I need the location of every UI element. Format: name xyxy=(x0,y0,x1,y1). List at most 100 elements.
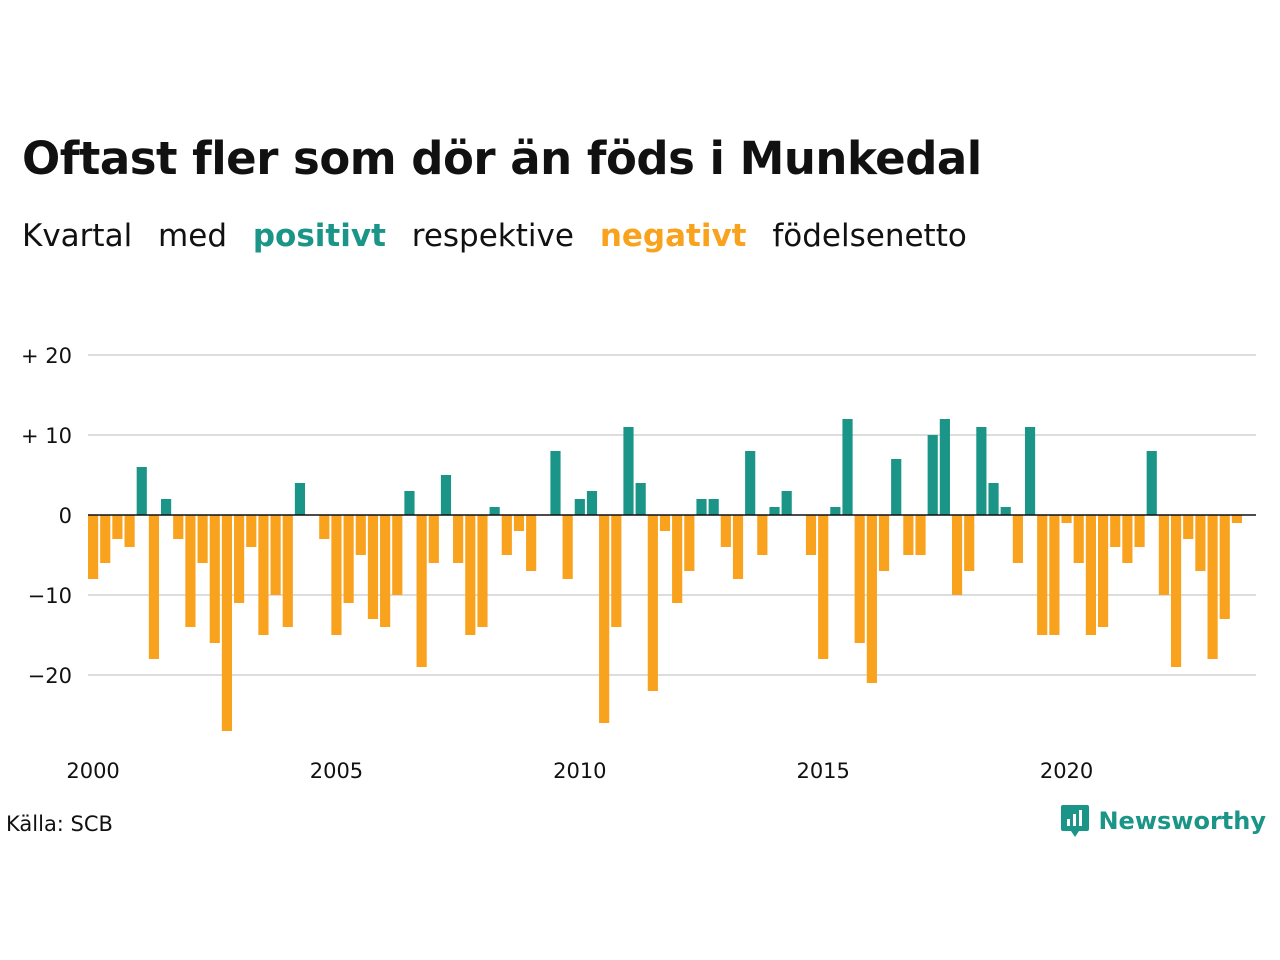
bar-positive xyxy=(440,475,452,515)
bar-negative xyxy=(684,515,695,571)
bar-negative xyxy=(1122,515,1133,563)
bar-positive xyxy=(708,499,719,515)
bar-negative xyxy=(88,515,99,579)
bar-negative xyxy=(964,515,975,571)
bar-negative xyxy=(282,515,293,627)
bar-negative xyxy=(599,515,610,723)
bar-positive xyxy=(927,435,938,515)
chart-subtitle: Kvartal med positivt respektive negativt… xyxy=(22,218,983,254)
bar-negative xyxy=(477,515,488,627)
bar-positive xyxy=(976,427,987,515)
bar-negative xyxy=(951,515,963,595)
bar-negative xyxy=(246,515,257,547)
bar-positive xyxy=(1000,507,1011,515)
bar-negative xyxy=(367,515,379,619)
bar-negative xyxy=(878,515,890,571)
bar-negative xyxy=(1097,515,1109,627)
bar-negative xyxy=(903,515,914,555)
bar-negative xyxy=(1037,515,1048,635)
bar-negative xyxy=(112,515,123,539)
bar-negative xyxy=(659,515,671,531)
bar-negative xyxy=(1085,515,1096,635)
bar-positive xyxy=(623,427,634,515)
bar-negative xyxy=(1195,515,1206,571)
bar-negative xyxy=(1170,515,1182,667)
bar-positive xyxy=(781,491,792,515)
x-tick-label: 2015 xyxy=(796,759,849,783)
bar-negative xyxy=(732,515,744,579)
brand-name: Newsworthy xyxy=(1098,807,1266,835)
bar-negative xyxy=(611,515,622,627)
bar-negative xyxy=(185,515,196,627)
bar-positive xyxy=(489,507,500,515)
bar-positive xyxy=(161,499,172,515)
bar-negative xyxy=(672,515,683,603)
bar-chart: + 20 + 10 0 −10 −20 2000 2005 2010 2015 2020 xyxy=(21,344,1256,783)
bar-negative xyxy=(854,515,865,643)
bar-positive xyxy=(769,507,780,515)
y-tick-label: −10 xyxy=(28,584,72,608)
grid-lines xyxy=(88,354,1256,676)
bar-negative xyxy=(805,515,817,555)
bar-negative xyxy=(562,515,573,579)
bar-negative xyxy=(1219,515,1230,619)
bar-positive xyxy=(745,451,756,515)
chart-title: Oftast fler som dör än föds i Munkedal xyxy=(22,132,982,185)
y-tick-label: −20 xyxy=(28,664,72,688)
bar-negative xyxy=(270,515,281,595)
bar-negative xyxy=(915,515,926,555)
bar-positive xyxy=(939,419,950,515)
bar-positive xyxy=(696,499,707,515)
bar-positive xyxy=(574,499,585,515)
bar-positive xyxy=(1146,451,1157,515)
bar-positive xyxy=(891,459,902,515)
bar-positive xyxy=(136,467,147,515)
y-tick-label: 0 xyxy=(59,504,72,528)
bar-positive xyxy=(830,507,841,515)
bar-negative xyxy=(173,515,184,539)
bar-negative xyxy=(234,515,245,603)
subtitle-negative-word: negativt xyxy=(599,218,747,254)
bar-negative xyxy=(100,515,111,563)
x-tick-label: 2020 xyxy=(1040,759,1093,783)
bar-negative xyxy=(331,515,342,635)
y-tick-label: + 10 xyxy=(21,424,72,448)
subtitle-word-med: med xyxy=(158,218,227,254)
bar-negative xyxy=(319,515,330,539)
y-axis-ticks: + 20 + 10 0 −10 −20 xyxy=(21,344,72,688)
subtitle-positive-word: positivt xyxy=(252,218,386,254)
brand-logo: Newsworthy xyxy=(1060,804,1266,838)
bar-negative xyxy=(1158,515,1169,595)
bar-negative xyxy=(1012,515,1023,563)
bar-negative xyxy=(1061,515,1072,523)
bar-negative xyxy=(1049,515,1060,635)
bar-negative xyxy=(501,515,512,555)
subtitle-word-fodelsenetto: födelsenetto xyxy=(772,218,967,254)
bar-negative xyxy=(513,515,525,531)
bars xyxy=(88,419,1242,731)
subtitle-word-kvartal: Kvartal xyxy=(22,218,133,254)
bar-negative xyxy=(757,515,768,555)
bar-negative xyxy=(866,515,877,683)
subtitle-word-respektive: respektive xyxy=(411,218,574,254)
bar-negative xyxy=(209,515,220,643)
bar-negative xyxy=(1134,515,1145,547)
bar-negative xyxy=(720,515,731,547)
newsworthy-logo-icon xyxy=(1061,805,1090,837)
bar-positive xyxy=(404,491,415,515)
y-tick-label: + 20 xyxy=(21,344,72,368)
bar-negative xyxy=(428,515,439,563)
bar-negative xyxy=(392,515,403,595)
bar-positive xyxy=(550,451,561,515)
bar-negative xyxy=(343,515,354,603)
bar-positive xyxy=(586,491,598,515)
bar-negative xyxy=(148,515,160,659)
x-tick-label: 2000 xyxy=(66,759,119,783)
bar-negative xyxy=(465,515,476,635)
bar-positive xyxy=(635,483,646,515)
bar-negative xyxy=(453,515,464,563)
bar-negative xyxy=(1073,515,1084,563)
x-tick-label: 2010 xyxy=(553,759,606,783)
bar-negative xyxy=(818,515,829,659)
bar-negative xyxy=(380,515,391,627)
